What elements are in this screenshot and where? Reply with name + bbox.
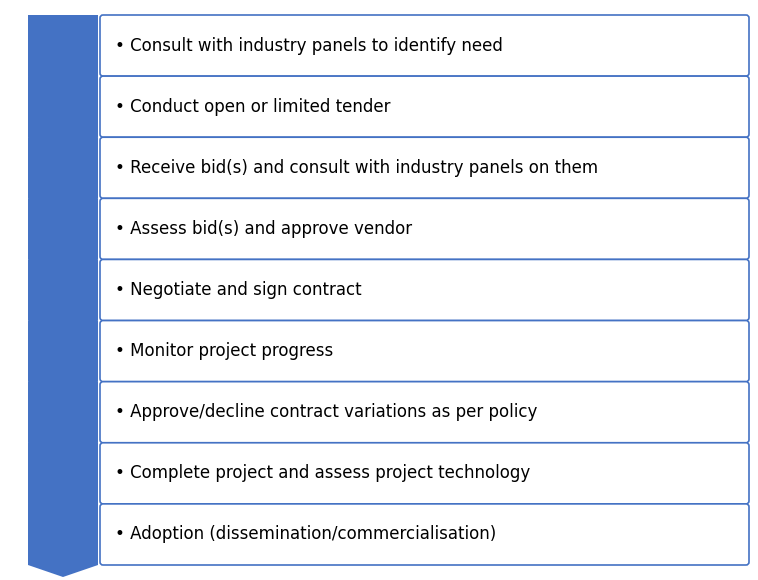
FancyBboxPatch shape — [100, 259, 749, 321]
FancyBboxPatch shape — [100, 198, 749, 259]
Polygon shape — [28, 15, 98, 88]
Polygon shape — [28, 431, 98, 516]
Polygon shape — [28, 492, 98, 577]
Text: • Complete project and assess project technology: • Complete project and assess project te… — [115, 465, 531, 483]
Text: • Monitor project progress: • Monitor project progress — [115, 342, 334, 360]
Text: • Receive bid(s) and consult with industry panels on them: • Receive bid(s) and consult with indust… — [115, 159, 598, 177]
Polygon shape — [28, 369, 98, 455]
Text: • Approve/decline contract variations as per policy: • Approve/decline contract variations as… — [115, 403, 537, 421]
FancyBboxPatch shape — [100, 382, 749, 443]
FancyBboxPatch shape — [100, 15, 749, 76]
FancyBboxPatch shape — [100, 137, 749, 198]
Text: • Negotiate and sign contract: • Negotiate and sign contract — [115, 281, 362, 299]
Text: • Assess bid(s) and approve vendor: • Assess bid(s) and approve vendor — [115, 220, 412, 238]
Polygon shape — [28, 309, 98, 394]
Polygon shape — [28, 186, 98, 271]
Text: • Adoption (dissemination/commercialisation): • Adoption (dissemination/commercialisat… — [115, 525, 496, 543]
Polygon shape — [28, 125, 98, 211]
Polygon shape — [28, 248, 98, 332]
Text: • Consult with industry panels to identify need: • Consult with industry panels to identi… — [115, 37, 503, 55]
FancyBboxPatch shape — [100, 504, 749, 565]
Polygon shape — [28, 64, 98, 149]
Text: • Conduct open or limited tender: • Conduct open or limited tender — [115, 97, 390, 115]
FancyBboxPatch shape — [100, 443, 749, 504]
FancyBboxPatch shape — [100, 321, 749, 382]
FancyBboxPatch shape — [100, 76, 749, 137]
